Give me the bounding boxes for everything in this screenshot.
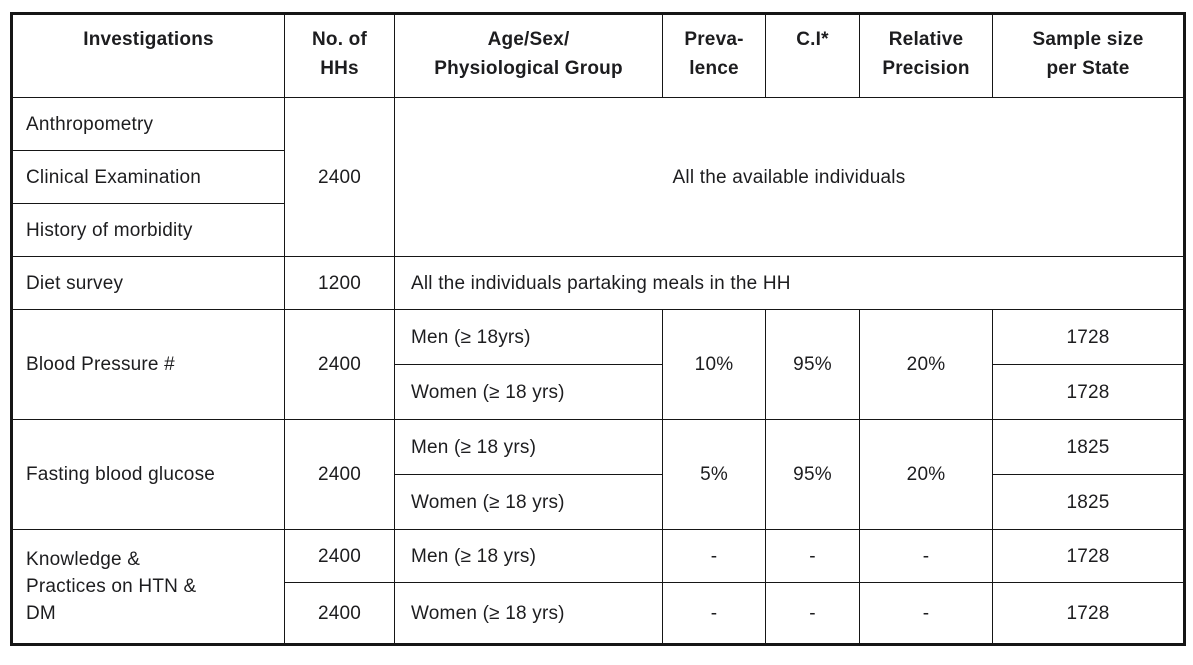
row-anthropometry: Anthropometry 2400 All the available ind… bbox=[11, 97, 1185, 257]
cell-bp-relative-precision: 20% bbox=[859, 309, 993, 420]
header-ci: C.I* bbox=[765, 13, 860, 98]
cell-kp-hhs-men: 2400 bbox=[284, 529, 395, 583]
cell-kp-hhs-women: 2400 bbox=[284, 582, 395, 645]
header-no-of-hhs: No. of HHs bbox=[284, 13, 395, 98]
cell-investigation-history-of-morbidity: History of morbidity bbox=[11, 203, 285, 257]
header-age-sex-group: Age/Sex/ Physiological Group bbox=[394, 13, 663, 98]
cell-kp-sample-women: 1728 bbox=[992, 582, 1185, 645]
cell-note-partaking-meals: All the individuals partaking meals in t… bbox=[394, 256, 1185, 310]
row-knowledge-practices-men: Knowledge & Practices on HTN & DM 2400 M… bbox=[11, 529, 1185, 645]
cell-bp-sample-men: 1728 bbox=[992, 309, 1185, 365]
cell-bp-prevalence: 10% bbox=[662, 309, 766, 420]
cell-kp-relative-precision-women: - bbox=[859, 582, 993, 645]
header-sample-size: Sample size per State bbox=[992, 13, 1185, 98]
cell-bp-sample-women: 1728 bbox=[992, 364, 1185, 420]
row-fasting-glucose-women: Women (≥ 18 yrs) 1825 bbox=[12, 474, 1185, 530]
cell-fbg-ci: 95% bbox=[765, 419, 860, 530]
cell-fbg-sample-women: 1825 bbox=[992, 474, 1185, 530]
row-diet-survey: Diet survey 1200 All the individuals par… bbox=[11, 256, 1185, 310]
row-blood-pressure-men: Blood Pressure # 2400 Men (≥ 18yrs) 10% … bbox=[11, 309, 1185, 420]
cell-fbg-group-women: Women (≥ 18 yrs) bbox=[394, 474, 663, 530]
cell-kp-sample-men: 1728 bbox=[992, 529, 1185, 583]
study-design-table: Investigations No. of HHs Age/Sex/ Physi… bbox=[10, 12, 1186, 646]
row-knowledge-practices-women: 2400 Women (≥ 18 yrs) - - - 1728 bbox=[12, 582, 1185, 645]
cell-bp-group-men: Men (≥ 18yrs) bbox=[394, 309, 663, 365]
cell-investigation-clinical-examination: Clinical Examination bbox=[11, 150, 285, 204]
row-fasting-glucose-men: Fasting blood glucose 2400 Men (≥ 18 yrs… bbox=[11, 419, 1185, 530]
cell-hhs-anthro-section: 2400 bbox=[284, 97, 395, 257]
study-design-table-container: Investigations No. of HHs Age/Sex/ Physi… bbox=[10, 12, 1186, 646]
cell-fbg-prevalence: 5% bbox=[662, 419, 766, 530]
cell-bp-group-women: Women (≥ 18 yrs) bbox=[394, 364, 663, 420]
cell-kp-prevalence-men: - bbox=[662, 529, 766, 583]
cell-investigation-knowledge-practices: Knowledge & Practices on HTN & DM bbox=[11, 529, 285, 645]
header-investigations: Investigations bbox=[11, 13, 285, 98]
cell-hhs-blood-pressure: 2400 bbox=[284, 309, 395, 420]
header-relative-precision: Relative Precision bbox=[859, 13, 993, 98]
cell-kp-prevalence-women: - bbox=[662, 582, 766, 645]
cell-investigation-diet-survey: Diet survey bbox=[11, 256, 285, 310]
cell-kp-relative-precision-men: - bbox=[859, 529, 993, 583]
row-clinical-examination: Clinical Examination bbox=[11, 150, 1185, 204]
cell-investigation-blood-pressure: Blood Pressure # bbox=[11, 309, 285, 420]
cell-hhs-diet-survey: 1200 bbox=[284, 256, 395, 310]
cell-fbg-relative-precision: 20% bbox=[859, 419, 993, 530]
header-prevalence: Preva- lence bbox=[662, 13, 766, 98]
cell-note-all-available-individuals: All the available individuals bbox=[394, 97, 1185, 257]
row-history-of-morbidity: History of morbidity bbox=[11, 203, 1185, 257]
cell-investigation-anthropometry: Anthropometry bbox=[11, 97, 285, 151]
cell-kp-ci-women: - bbox=[765, 582, 860, 645]
cell-kp-group-men: Men (≥ 18 yrs) bbox=[394, 529, 663, 583]
cell-fbg-sample-men: 1825 bbox=[992, 419, 1185, 475]
cell-kp-group-women: Women (≥ 18 yrs) bbox=[394, 582, 663, 645]
cell-kp-ci-men: - bbox=[765, 529, 860, 583]
cell-hhs-fasting-glucose: 2400 bbox=[284, 419, 395, 530]
cell-fbg-group-men: Men (≥ 18 yrs) bbox=[394, 419, 663, 475]
cell-investigation-fasting-glucose: Fasting blood glucose bbox=[11, 419, 285, 530]
cell-bp-ci: 95% bbox=[765, 309, 860, 420]
header-row: Investigations No. of HHs Age/Sex/ Physi… bbox=[11, 13, 1185, 98]
